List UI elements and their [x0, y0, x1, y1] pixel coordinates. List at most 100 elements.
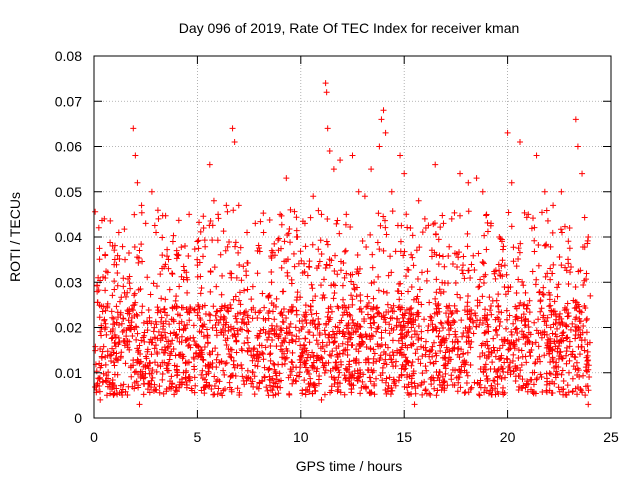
data-point	[182, 360, 189, 367]
data-point	[408, 318, 415, 325]
data-point	[255, 242, 262, 249]
data-point	[336, 369, 343, 376]
data-point	[323, 89, 330, 96]
data-point	[360, 340, 367, 347]
data-point	[437, 290, 444, 297]
data-point	[350, 382, 357, 389]
data-point	[151, 345, 158, 352]
data-point	[306, 258, 313, 265]
data-point	[512, 303, 519, 310]
data-point	[377, 352, 384, 359]
data-point	[444, 318, 451, 325]
data-point	[559, 332, 566, 339]
data-point	[304, 272, 311, 279]
data-point	[560, 377, 567, 384]
data-point	[492, 275, 499, 282]
data-point	[254, 270, 261, 277]
data-point	[323, 261, 330, 268]
data-point	[341, 372, 348, 379]
data-point	[106, 381, 113, 388]
data-point	[311, 384, 318, 391]
data-point	[392, 248, 399, 255]
data-point	[407, 306, 414, 313]
data-point	[204, 339, 211, 346]
data-point	[546, 380, 553, 387]
data-point	[95, 274, 102, 281]
data-point	[185, 358, 192, 365]
data-point	[331, 331, 338, 338]
data-point	[313, 337, 320, 344]
data-point	[303, 311, 310, 318]
data-point	[309, 390, 316, 397]
data-point	[413, 331, 420, 338]
data-point	[482, 342, 489, 349]
data-point	[370, 313, 377, 320]
data-point	[332, 323, 339, 330]
data-point	[411, 380, 418, 387]
data-point	[412, 317, 419, 324]
data-point	[342, 346, 349, 353]
data-point	[96, 388, 103, 395]
data-point	[479, 188, 486, 195]
data-point	[182, 369, 189, 376]
data-point	[173, 303, 180, 310]
data-point	[388, 304, 395, 311]
data-point	[482, 306, 489, 313]
data-point	[400, 318, 407, 325]
data-point	[410, 296, 417, 303]
data-point	[345, 378, 352, 385]
data-point	[232, 243, 239, 250]
data-point	[107, 239, 114, 246]
data-point	[208, 386, 215, 393]
data-point	[287, 320, 294, 327]
data-point	[438, 320, 445, 327]
data-point	[318, 251, 325, 258]
data-point	[579, 170, 586, 177]
data-point	[493, 297, 500, 304]
data-point	[550, 261, 557, 268]
data-point	[537, 308, 544, 315]
data-point	[401, 383, 408, 390]
data-point	[92, 347, 99, 354]
data-point	[433, 352, 440, 359]
data-point	[510, 368, 517, 375]
data-point	[136, 401, 143, 408]
data-point	[359, 238, 366, 245]
data-point	[367, 336, 374, 343]
data-point	[137, 368, 144, 375]
data-point	[516, 249, 523, 256]
data-point	[122, 388, 129, 395]
data-point	[200, 323, 207, 330]
data-point	[153, 368, 160, 375]
data-point	[270, 302, 277, 309]
data-point	[342, 304, 349, 311]
data-point	[214, 308, 221, 315]
data-point	[321, 348, 328, 355]
data-point	[119, 243, 126, 250]
data-point	[369, 251, 376, 258]
data-point	[282, 335, 289, 342]
data-point	[219, 392, 226, 399]
data-point	[483, 355, 490, 362]
data-point	[293, 307, 300, 314]
data-point	[147, 336, 154, 343]
data-point	[345, 320, 352, 327]
data-point	[481, 314, 488, 321]
data-point	[481, 232, 488, 239]
data-point	[158, 332, 165, 339]
data-point	[341, 391, 348, 398]
data-point	[492, 353, 499, 360]
data-point	[221, 386, 228, 393]
data-point	[278, 212, 285, 219]
data-point	[101, 326, 108, 333]
data-point	[132, 323, 139, 330]
data-point	[574, 372, 581, 379]
data-point	[251, 345, 258, 352]
data-point	[461, 389, 468, 396]
data-point	[517, 240, 524, 247]
data-point	[154, 309, 161, 316]
data-point	[110, 359, 117, 366]
data-point	[100, 343, 107, 350]
data-point	[323, 321, 330, 328]
data-point	[390, 352, 397, 359]
